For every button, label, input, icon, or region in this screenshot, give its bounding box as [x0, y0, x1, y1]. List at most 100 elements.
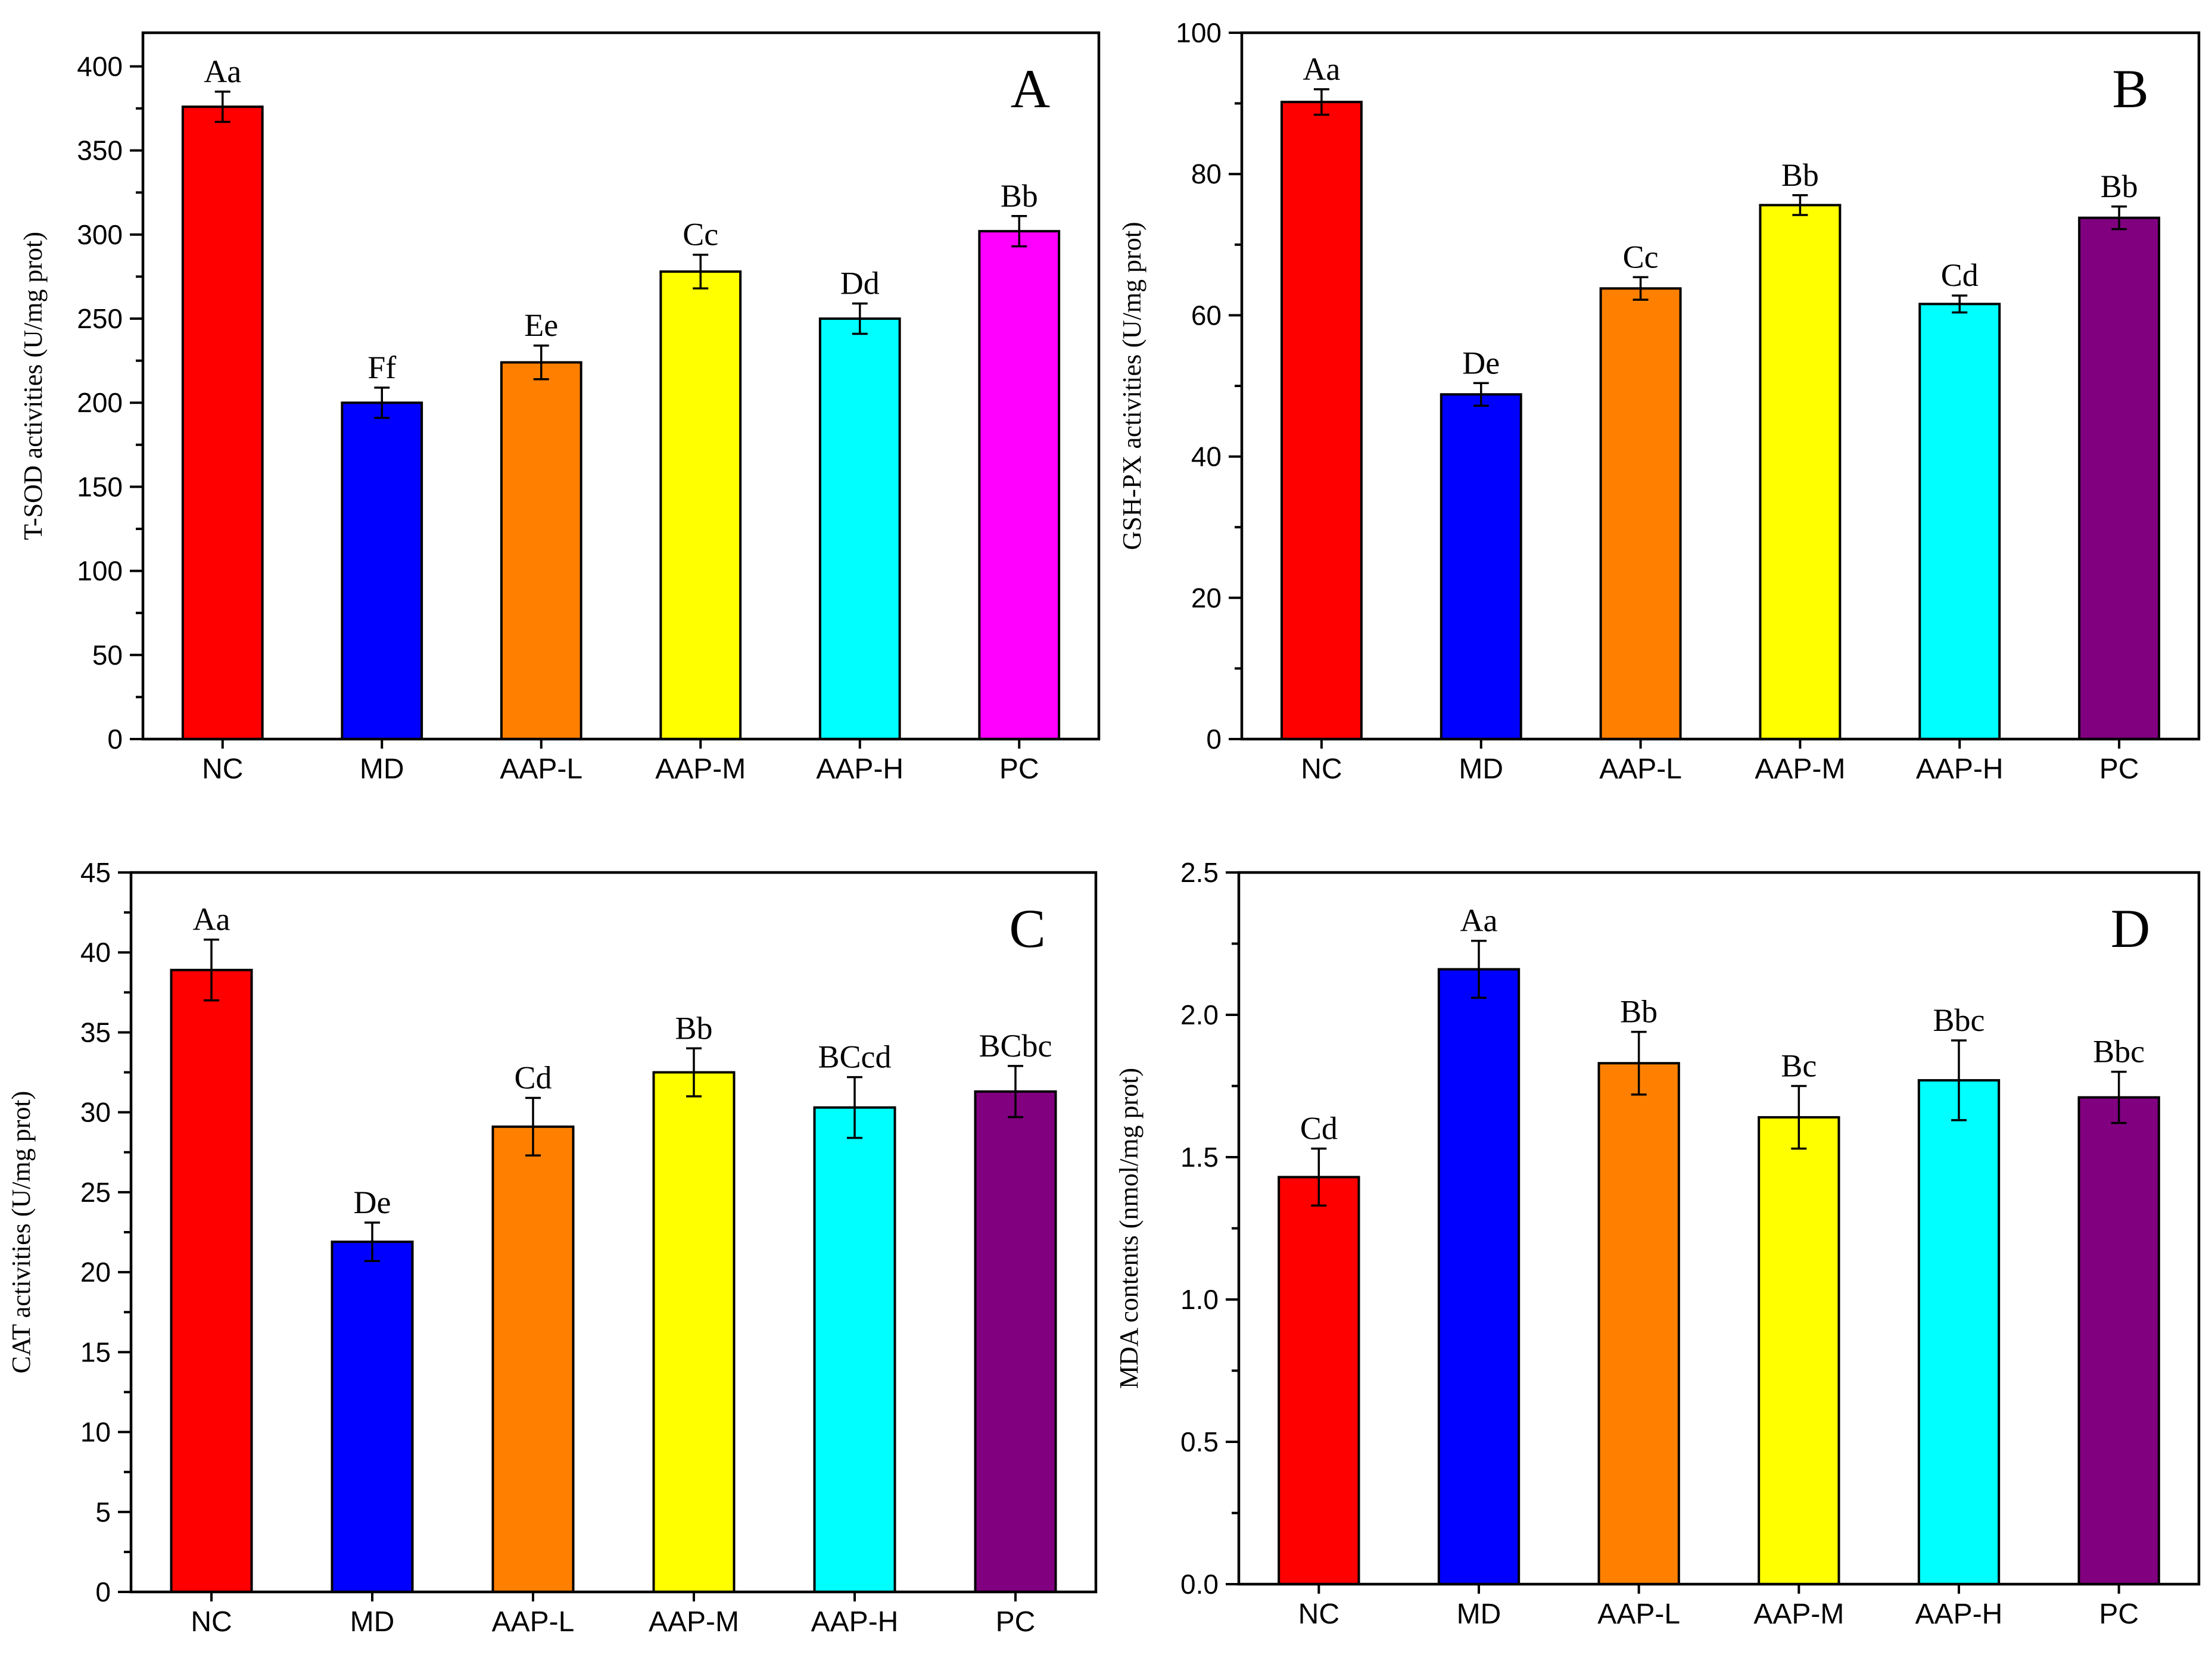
panel-a-significance-label: Ff	[367, 350, 396, 385]
panel-b-bar-aap-l	[1599, 287, 1682, 741]
panel-b-ytick-label: 40	[1191, 441, 1222, 472]
panel-b-category-label: AAP-M	[1755, 753, 1845, 785]
chart-panel-b: Aa NC De MD Cc AAP-L Bb AAP-M Cd AAP-H Bb PC 0 20 40 60…	[1117, 17, 2201, 785]
panel-b-significance-label: Cc	[1623, 239, 1659, 275]
panel-b-category-label: AAP-L	[1599, 753, 1682, 785]
panel-c-ytick-label: 20	[80, 1257, 111, 1288]
chart-panel-d: Cd NC Aa MD Bb AAP-L Bc AAP-M Bbc AAP-H Bbc PC 0.0 0.…	[1114, 857, 2201, 1630]
panel-a-ytick-label: 250	[77, 303, 123, 334]
panel-c-category-label: AAP-L	[492, 1606, 575, 1638]
panel-c-error-bar	[1008, 1065, 1023, 1118]
panel-b-bar-aap-m	[1759, 204, 1842, 741]
panel-b-ytick-label: 0	[1206, 724, 1222, 755]
panel-c-ytick-label: 25	[80, 1177, 111, 1208]
panel-a-bar-aap-h	[818, 317, 901, 740]
panel-c-ytick-label: 40	[80, 937, 111, 968]
panel-a-category-label: AAP-H	[816, 753, 904, 785]
panel-a-category-label: MD	[360, 753, 404, 785]
panel-d-bar-aap-h	[1917, 1079, 2001, 1585]
panel-c-ytick-label: 0	[95, 1576, 111, 1607]
panel-d-error-bar	[1471, 939, 1487, 999]
panel-b-significance-label: Aa	[1303, 51, 1340, 87]
panel-c-bar-md	[331, 1241, 414, 1593]
panel-a-plot-frame	[141, 31, 1101, 741]
panel-c-error-bar	[364, 1221, 380, 1263]
panel-d-category-label: NC	[1298, 1598, 1339, 1630]
panel-b-error-bar	[1473, 382, 1489, 407]
panel-d-bar-md	[1437, 968, 1521, 1585]
panel-b-error-bar	[2111, 205, 2127, 230]
panel-a-error-bar	[852, 302, 868, 335]
panel-c-significance-label: Bb	[675, 1010, 712, 1046]
chart-panel-c: Aa NC De MD Cd AAP-L Bb AAP-M BCcd AAP-H BCbc PC 0 5 1…	[7, 857, 1098, 1638]
panel-d-letter: D	[2111, 898, 2150, 959]
panel-d-error-bar	[1631, 1030, 1647, 1096]
panel-a-ytick-label: 200	[77, 387, 123, 418]
panel-b-ytick-label: 100	[1176, 17, 1222, 48]
panel-a-letter: A	[1011, 58, 1050, 119]
panel-b-ytick-label: 60	[1191, 300, 1222, 331]
panel-d-ytick-label: 1.0	[1180, 1284, 1219, 1315]
panel-b-error-bar	[1952, 294, 1968, 314]
panel-c-bar-aap-m	[652, 1071, 736, 1593]
panel-a-ytick-label: 0	[107, 724, 123, 755]
panel-d-significance-label: Bbc	[2093, 1034, 2145, 1070]
panel-c-ytick-label: 35	[80, 1017, 111, 1048]
panel-c-significance-label: Aa	[193, 902, 230, 937]
panel-c-ytick-label: 10	[80, 1417, 111, 1448]
panel-a-significance-label: Aa	[204, 54, 241, 89]
panel-c-category-label: NC	[191, 1606, 232, 1638]
panel-c-error-bar	[204, 938, 219, 1002]
panel-d-category-label: AAP-L	[1597, 1598, 1680, 1630]
panel-b-error-bar	[1792, 194, 1808, 216]
panel-b-plot-frame	[1240, 31, 2201, 741]
panel-d-y-axis-title: MDA contents (nmol/mg prot)	[1114, 1068, 1144, 1389]
panel-d-bar-aap-l	[1597, 1062, 1680, 1585]
panel-a-ytick-label: 300	[77, 219, 123, 250]
panel-c-plot-frame	[129, 871, 1098, 1594]
panel-d-category-label: PC	[2099, 1598, 2139, 1630]
panel-c-y-axis-title: CAT activities (U/mg prot)	[7, 1091, 36, 1374]
panel-b-y-axis-title: GSH-PX activities (U/mg prot)	[1117, 222, 1146, 550]
panel-d-ytick-label: 0.5	[1180, 1426, 1219, 1457]
panel-d-ytick-label: 1.5	[1180, 1142, 1219, 1173]
panel-c-category-label: PC	[996, 1606, 1036, 1638]
panel-c-significance-label: Cd	[514, 1060, 552, 1096]
panel-a-category-label: PC	[999, 753, 1039, 785]
panel-c-ytick-label: 15	[80, 1336, 111, 1367]
panel-b-error-bar	[1632, 276, 1649, 301]
panel-d-significance-label: Bc	[1781, 1048, 1817, 1084]
panel-a-category-label: NC	[202, 753, 243, 785]
panel-d-ytick-label: 2.0	[1180, 999, 1219, 1030]
panel-c-category-label: MD	[350, 1606, 395, 1638]
panel-d-error-bar	[1791, 1085, 1807, 1150]
panel-c-bar-nc	[170, 968, 253, 1593]
panel-c-bar-aap-h	[813, 1106, 896, 1593]
panel-c-category-label: AAP-H	[811, 1606, 899, 1638]
panel-b-significance-label: Bb	[2101, 169, 2138, 204]
panel-b-ytick-label: 80	[1191, 158, 1222, 189]
panel-c-significance-label: De	[354, 1185, 391, 1220]
panel-d-error-bar	[1311, 1147, 1327, 1207]
panel-c-ytick-label: 30	[80, 1097, 111, 1128]
panel-b-letter: B	[2112, 58, 2148, 119]
panel-c-bar-aap-l	[491, 1125, 575, 1593]
panel-a-ytick-label: 400	[77, 51, 123, 82]
panel-c-error-bar	[686, 1047, 702, 1098]
panel-b-significance-label: Cd	[1941, 257, 1979, 293]
panel-a-error-bar	[1011, 215, 1027, 248]
panel-a-significance-label: Cc	[683, 217, 718, 253]
panel-d-category-label: AAP-H	[1915, 1598, 2003, 1630]
panel-a-y-axis-title: T-SOD activities (U/mg prot)	[18, 232, 48, 540]
panel-a-category-label: AAP-L	[500, 753, 582, 785]
panel-d-category-label: AAP-M	[1753, 1598, 1844, 1630]
panel-b-significance-label: Bb	[1781, 157, 1819, 193]
panel-b-error-bar	[1313, 88, 1329, 116]
panel-b-ytick-label: 20	[1191, 582, 1222, 613]
panel-d-bar-pc	[2077, 1096, 2160, 1585]
panel-b-category-label: MD	[1459, 753, 1503, 785]
panel-c-significance-label: BCcd	[818, 1039, 891, 1075]
panel-a-ytick-label: 50	[92, 640, 123, 671]
panel-d-bar-aap-m	[1758, 1116, 1840, 1585]
